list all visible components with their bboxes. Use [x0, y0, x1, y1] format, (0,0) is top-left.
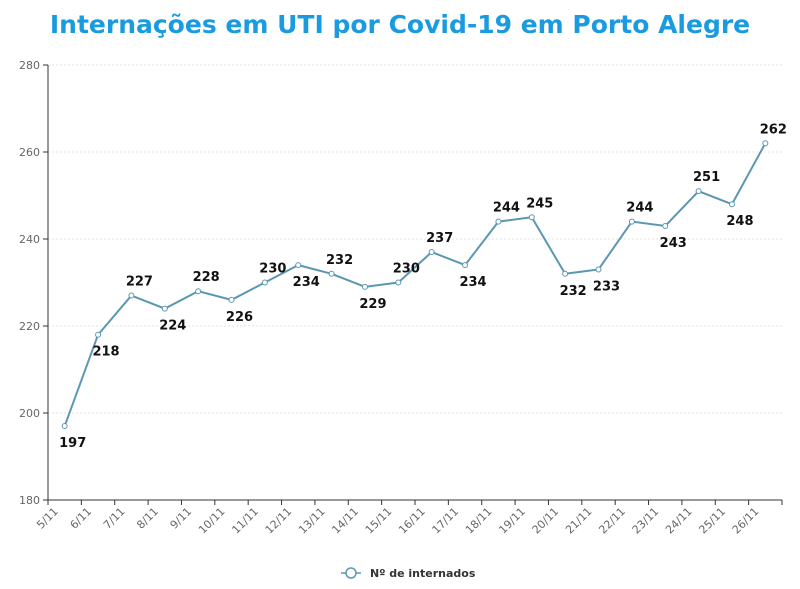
x-tick-label: 10/11 — [196, 505, 228, 537]
x-tick-label: 17/11 — [430, 505, 462, 537]
x-tick-label: 13/11 — [296, 505, 328, 537]
legend-label: Nº de internados — [370, 567, 476, 580]
x-tick-label: 7/11 — [101, 505, 128, 532]
x-tick-label: 18/11 — [463, 505, 495, 537]
data-point — [628, 218, 635, 225]
data-point — [328, 270, 335, 277]
data-point — [595, 266, 602, 273]
data-label: 218 — [92, 345, 119, 360]
data-label: 237 — [426, 231, 453, 246]
data-point — [261, 279, 268, 286]
data-point — [61, 423, 68, 430]
data-label: 232 — [326, 253, 353, 268]
data-point — [728, 201, 735, 208]
x-tick-label: 6/11 — [68, 505, 95, 532]
data-label: 244 — [493, 201, 520, 216]
x-tick-label: 9/11 — [168, 505, 195, 532]
data-label: 230 — [393, 262, 420, 277]
data-point — [762, 140, 769, 147]
data-label: 226 — [226, 310, 253, 325]
x-tick-label: 21/11 — [563, 505, 595, 537]
y-tick-label: 240 — [19, 233, 40, 246]
y-tick-label: 220 — [19, 320, 40, 333]
data-label: 234 — [459, 275, 486, 290]
series-line — [63, 142, 767, 427]
x-tick-label: 5/11 — [34, 505, 61, 532]
data-label: 251 — [693, 170, 720, 185]
data-point — [228, 296, 235, 303]
y-tick-label: 180 — [19, 494, 40, 507]
data-point — [528, 214, 535, 221]
x-tick-label: 20/11 — [530, 505, 562, 537]
data-label: 248 — [726, 214, 753, 229]
data-point — [562, 270, 569, 277]
x-tick-label: 16/11 — [396, 505, 428, 537]
x-tick-label: 24/11 — [663, 505, 695, 537]
x-tick-label: 25/11 — [696, 505, 728, 537]
y-tick-label: 200 — [19, 407, 40, 420]
data-point — [495, 218, 502, 225]
data-label: 229 — [359, 297, 386, 312]
data-point — [395, 279, 402, 286]
x-tick-label: 22/11 — [596, 505, 628, 537]
x-tick-label: 11/11 — [229, 505, 261, 537]
chart-title: Internações em UTI por Covid-19 em Porto… — [49, 10, 751, 39]
data-label: 197 — [59, 436, 86, 451]
data-point — [695, 188, 702, 195]
data-point — [195, 288, 202, 295]
data-label: 224 — [159, 319, 186, 334]
x-tick-label: 8/11 — [134, 505, 161, 532]
legend-marker — [345, 567, 357, 579]
data-point — [428, 249, 435, 256]
x-tick-label: 19/11 — [496, 505, 528, 537]
data-label: 262 — [760, 122, 787, 137]
data-label: 243 — [660, 236, 687, 251]
y-tick-label: 280 — [19, 59, 40, 72]
data-label: 234 — [293, 275, 320, 290]
data-label: 230 — [259, 262, 286, 277]
data-label: 227 — [126, 275, 153, 290]
x-tick-label: 26/11 — [730, 505, 762, 537]
x-tick-label: 12/11 — [263, 505, 295, 537]
data-point — [462, 262, 469, 269]
data-point — [128, 292, 135, 299]
data-point — [361, 283, 368, 290]
x-tick-label: 14/11 — [329, 505, 361, 537]
data-label: 244 — [626, 201, 653, 216]
data-point — [95, 331, 102, 338]
data-point — [662, 222, 669, 229]
x-tick-label: 23/11 — [630, 505, 662, 537]
data-label: 228 — [193, 270, 220, 285]
data-point — [161, 305, 168, 312]
data-label: 233 — [593, 279, 620, 294]
y-tick-label: 260 — [19, 146, 40, 159]
data-point — [295, 262, 302, 269]
x-tick-label: 15/11 — [363, 505, 395, 537]
data-label: 232 — [560, 284, 587, 299]
data-label: 245 — [526, 196, 553, 211]
